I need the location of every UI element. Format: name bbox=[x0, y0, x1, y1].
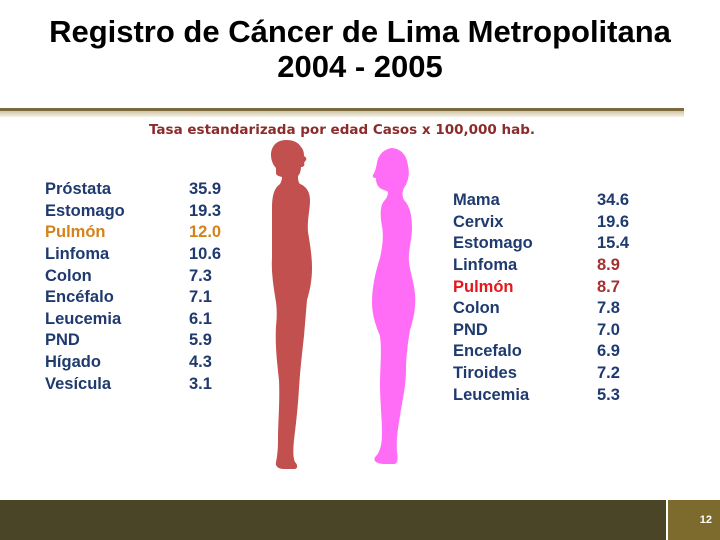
male-cancer-list: Próstata 35.9 Estomago 19.3 Pulmón 12.0 Linfom… bbox=[45, 179, 249, 395]
female-cancer-name: PND bbox=[453, 320, 488, 339]
male-cancer-rate: 6.1 bbox=[189, 309, 212, 328]
male-row: Pulmón 12.0 bbox=[45, 222, 249, 244]
male-silhouette-icon bbox=[271, 140, 312, 469]
female-cancer-name: Estomago bbox=[453, 234, 533, 253]
female-cancer-name: Encefalo bbox=[453, 342, 522, 361]
female-row: Estomago 15.4 bbox=[453, 233, 657, 255]
male-row: Próstata 35.9 bbox=[45, 179, 249, 201]
female-cancer-rate: 7.0 bbox=[597, 320, 620, 339]
female-cancer-name: Mama bbox=[453, 191, 500, 210]
female-row: Cervix 19.6 bbox=[453, 212, 657, 234]
female-cancer-name: Cervix bbox=[453, 212, 504, 231]
female-cancer-name: Linfoma bbox=[453, 256, 518, 275]
female-cancer-name: Pulmón bbox=[453, 277, 514, 296]
male-row: Vesícula 3.1 bbox=[45, 373, 249, 395]
female-row: Pulmón 8.7 bbox=[453, 276, 657, 298]
male-cancer-name: Vesícula bbox=[45, 374, 112, 393]
male-row: PND 5.9 bbox=[45, 330, 249, 352]
male-cancer-name: Colon bbox=[45, 266, 92, 285]
male-row: Colon 7.3 bbox=[45, 265, 249, 287]
slide-title: Registro de Cáncer de Lima Metropolitana… bbox=[0, 14, 720, 84]
male-cancer-name: PND bbox=[45, 331, 80, 350]
male-cancer-rate: 35.9 bbox=[189, 180, 222, 199]
male-cancer-rate: 19.3 bbox=[189, 201, 222, 220]
female-row: Linfoma 8.9 bbox=[453, 255, 657, 277]
female-silhouette-icon bbox=[372, 148, 416, 464]
male-row: Encéfalo 7.1 bbox=[45, 287, 249, 309]
male-cancer-rate: 10.6 bbox=[189, 245, 222, 264]
male-cancer-rate: 5.9 bbox=[189, 331, 212, 350]
male-row: Estomago 19.3 bbox=[45, 201, 249, 223]
female-cancer-rate: 34.6 bbox=[597, 191, 630, 210]
page-number: 12 bbox=[666, 500, 720, 540]
female-row: Encefalo 6.9 bbox=[453, 341, 657, 363]
female-cancer-rate: 8.9 bbox=[597, 256, 620, 275]
title-line-2: 2004 - 2005 bbox=[277, 49, 443, 84]
male-cancer-name: Encéfalo bbox=[45, 288, 114, 307]
female-cancer-rate: 15.4 bbox=[597, 234, 630, 253]
female-cancer-rate: 5.3 bbox=[597, 385, 620, 404]
male-cancer-name: Próstata bbox=[45, 180, 112, 199]
male-row: Leucemia 6.1 bbox=[45, 309, 249, 331]
slide-subtitle: Tasa estandarizada por edad Casos x 100,… bbox=[148, 122, 536, 138]
female-row: Leucemia 5.3 bbox=[453, 384, 657, 406]
male-cancer-name: Linfoma bbox=[45, 245, 110, 264]
title-divider bbox=[0, 108, 684, 111]
female-cancer-rate: 8.7 bbox=[597, 277, 620, 296]
female-cancer-name: Colon bbox=[453, 299, 500, 318]
female-row: Colon 7.8 bbox=[453, 298, 657, 320]
male-cancer-name: Pulmón bbox=[45, 223, 106, 242]
male-row: Linfoma 10.6 bbox=[45, 244, 249, 266]
male-cancer-rate: 12.0 bbox=[189, 223, 222, 242]
title-divider-shadow bbox=[0, 111, 684, 117]
female-cancer-rate: 6.9 bbox=[597, 342, 620, 361]
female-row: PND 7.0 bbox=[453, 320, 657, 342]
male-cancer-rate: 4.3 bbox=[189, 353, 212, 372]
female-cancer-rate: 19.6 bbox=[597, 212, 630, 231]
male-cancer-rate: 7.3 bbox=[189, 266, 212, 285]
female-cancer-name: Tiroides bbox=[453, 364, 517, 383]
female-cancer-rate: 7.2 bbox=[597, 364, 620, 383]
footer-bar bbox=[0, 500, 720, 540]
male-cancer-rate: 7.1 bbox=[189, 288, 212, 307]
female-row: Tiroides 7.2 bbox=[453, 363, 657, 385]
female-row: Mama 34.6 bbox=[453, 190, 657, 212]
male-cancer-name: Leucemia bbox=[45, 309, 122, 328]
female-cancer-name: Leucemia bbox=[453, 385, 530, 404]
title-line-1: Registro de Cáncer de Lima Metropolitana bbox=[49, 14, 671, 49]
female-cancer-rate: 7.8 bbox=[597, 299, 620, 318]
male-cancer-name: Estomago bbox=[45, 201, 125, 220]
male-cancer-name: Hígado bbox=[45, 353, 101, 372]
male-row: Hígado 4.3 bbox=[45, 352, 249, 374]
female-cancer-list: Mama 34.6 Cervix 19.6 Estomago 15.4 Linfoma 8.9… bbox=[453, 190, 657, 406]
male-cancer-rate: 3.1 bbox=[189, 374, 212, 393]
